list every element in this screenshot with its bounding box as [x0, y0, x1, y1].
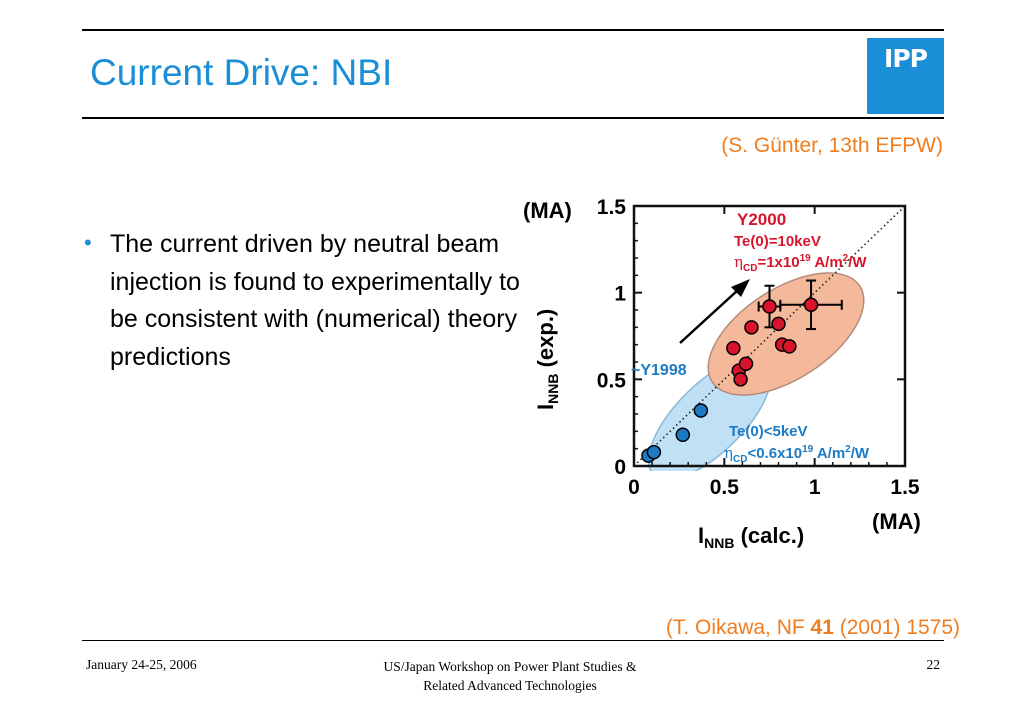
bullet-text: The current driven by neutral beam injec… — [110, 230, 520, 371]
x-tick-label: 0 — [628, 476, 640, 499]
citation-bottom-post: (2001) 1575) — [833, 616, 960, 639]
red-eta-label: ηCD=1x1019 A/m2/W — [734, 253, 867, 274]
blue-eta-exp2: 2 — [845, 444, 851, 455]
data-point — [803, 297, 819, 313]
citation-bottom-volume: 41 — [810, 616, 834, 639]
data-points — [641, 297, 819, 463]
red-eta-symbol: η — [734, 253, 743, 271]
x-tick-labels: 0 0.5 1 1.5 — [628, 476, 920, 499]
title-rule — [82, 117, 944, 119]
y-axis-title: INNB (exp.) — [533, 309, 561, 410]
x-axis-title-rest: (calc.) — [734, 523, 804, 548]
red-eta-exp: 19 — [800, 253, 812, 264]
y-axis-title-sub: NNB — [545, 374, 561, 404]
data-point — [733, 372, 748, 387]
blue-te-label: Te(0)<5keV — [729, 423, 808, 440]
red-te-label: Te(0)=10keV — [734, 233, 821, 250]
y1998-label: ~Y1998 — [631, 362, 687, 379]
trend-arrow — [679, 289, 739, 344]
x-tick-label: 1.5 — [890, 476, 920, 499]
y-tick-label: 0 — [614, 456, 626, 479]
x-axis-title-main: I — [698, 523, 704, 548]
data-point — [726, 340, 741, 356]
y-tick-labels: 0 0.5 1 1.5 — [597, 196, 627, 479]
axis-ticks — [633, 205, 906, 467]
nbi-current-chart: 00.511.5 0 0.5 1 1.5 (MA) (MA) INNB (exp.) … — [523, 196, 921, 551]
blue-eta-tail: /W — [851, 445, 870, 462]
blue-eta-unit: A/m — [813, 445, 845, 462]
footer-date: January 24-25, 2006 — [86, 657, 197, 672]
data-point — [738, 356, 754, 371]
x-axis-unit: (MA) — [872, 509, 921, 534]
blue-eta-label: ηCD<0.6x1019 A/m2/W — [724, 444, 870, 465]
citation-bottom: (T. Oikawa, NF 41 (2001) 1575) — [666, 616, 960, 640]
y-tick-label: 0.5 — [597, 369, 627, 392]
footer-event: US/Japan Workshop on Power Plant Studies… — [360, 657, 660, 695]
data-point — [675, 427, 691, 443]
y2000-label: Y2000 — [737, 210, 786, 229]
red-eta-sub: CD — [743, 263, 757, 274]
blue-eta-sub: CD — [733, 454, 747, 465]
y-tick-label: 1 — [614, 283, 626, 306]
footer-event-line2: Related Advanced Technologies — [423, 678, 597, 693]
top-rule — [82, 29, 944, 31]
ipp-logo: IPP — [867, 38, 944, 114]
x-axis-title: INNB (calc.) — [698, 523, 804, 551]
red-eta-unit: A/m — [811, 254, 843, 271]
data-point — [762, 299, 777, 314]
data-point — [744, 320, 759, 335]
blue-eta-value: <0.6x10 — [747, 445, 802, 462]
data-point — [646, 444, 662, 460]
blue-eta-exp: 19 — [802, 444, 814, 455]
slide-title: Current Drive: NBI — [90, 52, 393, 93]
citation-top: (S. Günter, 13th EFPW) — [721, 134, 943, 157]
data-point — [782, 339, 797, 354]
red-eta-value: =1x10 — [757, 254, 799, 271]
y-axis-title-main: I — [533, 404, 558, 410]
footer-rule — [82, 640, 944, 641]
x-tick-label: 1 — [809, 476, 821, 499]
blue-eta-symbol: η — [724, 444, 733, 462]
y-axis-unit: (MA) — [523, 198, 572, 223]
plot-frame — [632, 204, 907, 468]
data-point — [693, 403, 709, 418]
x-axis-title-sub: NNB — [704, 535, 734, 551]
y-axis-title-rest: (exp.) — [533, 309, 558, 374]
citation-bottom-pre: (T. Oikawa, NF — [665, 616, 811, 639]
data-point — [771, 316, 786, 332]
footer-event-line1: US/Japan Workshop on Power Plant Studies… — [383, 659, 637, 674]
page-number: 22 — [926, 657, 941, 672]
x-tick-label: 0.5 — [710, 476, 740, 499]
red-eta-tail: /W — [848, 254, 867, 271]
bullet-marker: • — [84, 230, 92, 255]
y-tick-label: 1.5 — [597, 196, 627, 219]
red-eta-exp2: 2 — [843, 253, 849, 264]
trend-arrow-head — [731, 279, 750, 297]
